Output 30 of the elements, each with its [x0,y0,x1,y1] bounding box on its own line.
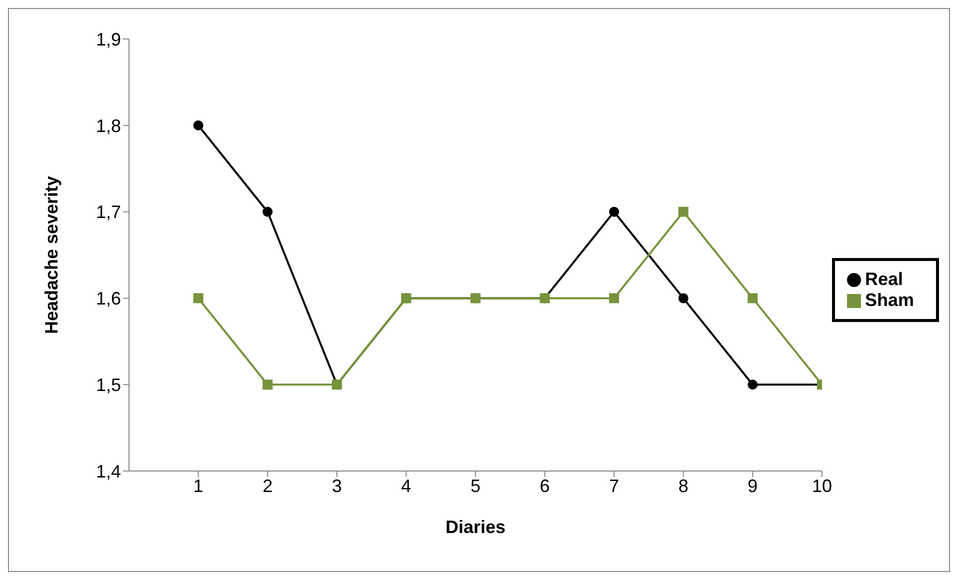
point [193,120,204,130]
x-tick-label: 3 [332,476,342,496]
y-tick-label: 1,8 [96,116,121,136]
legend-label: Sham [864,290,914,310]
point [609,293,620,304]
x-tick-label: 5 [470,476,480,496]
point [748,293,758,304]
x-tick-label: 10 [812,476,832,496]
point [193,293,204,304]
y-tick-label: 1,7 [96,202,121,222]
point [262,206,273,217]
x-tick-label: 2 [262,476,273,496]
x-tick-label: 8 [678,476,688,496]
point [678,206,688,217]
x-axis-title: Diaries [445,517,506,537]
x-tick-label: 4 [401,476,412,496]
y-axis-title: Headache severity [41,176,62,334]
point [748,380,758,390]
y-tick-label: 1,4 [96,461,121,482]
point [678,293,688,304]
point [609,206,620,217]
y-tick-label: 1,9 [96,29,121,50]
point [262,380,273,390]
y-tick-label: 1,6 [96,288,121,309]
x-tick-label: 6 [540,476,550,496]
x-tick-label: 1 [193,476,204,496]
legend-label: Real [864,269,903,289]
x-tick-label: 7 [609,476,620,496]
x-tick-label: 9 [748,476,758,496]
y-tick-label: 1,5 [96,374,121,395]
